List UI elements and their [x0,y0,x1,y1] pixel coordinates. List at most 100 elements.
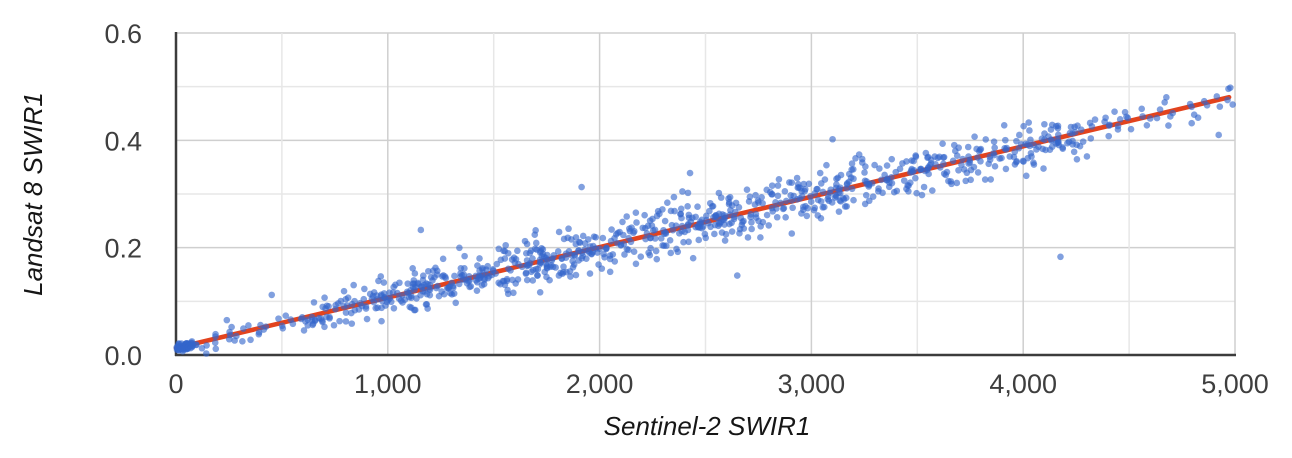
data-point [473,287,481,294]
data-point [848,160,856,167]
data-point [592,233,600,241]
data-point [990,151,998,159]
data-point [1002,136,1009,144]
data-point [558,255,566,262]
data-point [852,155,859,162]
data-point [721,237,729,244]
data-point [1116,116,1124,123]
data-point [456,244,463,252]
data-point [966,159,974,166]
data-point [913,189,920,197]
data-point [342,318,350,325]
data-point [789,204,796,212]
data-point [745,198,753,205]
data-point [769,208,777,215]
data-point [774,192,782,200]
data-point [278,322,286,330]
data-point [619,218,626,226]
data-point [763,211,771,219]
data-point [393,289,401,297]
data-point [555,228,563,236]
data-point [1024,141,1031,148]
data-point [378,304,385,312]
data-point [473,278,481,286]
data-point [669,226,677,234]
data-point [939,140,946,147]
data-point [793,174,801,182]
data-point [684,203,691,210]
data-point [492,270,499,277]
data-point [340,287,348,295]
data-point [977,157,984,165]
data-point [909,168,917,176]
data-point [623,213,630,220]
data-point [836,184,844,191]
data-point [321,294,328,302]
y-tick-label: 0.4 [104,126,142,156]
data-point [223,316,231,324]
data-point [414,280,422,288]
data-point [653,212,661,220]
data-point [452,299,460,307]
data-point [641,211,648,219]
data-point [842,194,850,202]
data-point [900,177,908,184]
data-point [531,231,539,238]
x-tick-label: 3,000 [778,369,846,399]
data-point [1156,106,1164,113]
data-point [777,199,784,207]
data-point [862,163,869,170]
data-point [739,218,746,226]
data-point [396,279,403,287]
data-point [982,136,990,143]
data-point [967,166,975,174]
data-point [1203,102,1211,109]
data-point [759,218,767,226]
data-point [725,195,732,202]
data-point [566,268,574,275]
data-point [1105,122,1113,129]
data-point [716,220,723,228]
data-point [816,169,824,177]
data-point [765,222,773,229]
data-point [438,288,445,295]
x-tick-label: 1,000 [354,369,422,399]
data-point [686,169,694,177]
data-point [725,200,733,208]
data-point [912,153,920,161]
data-point [399,299,406,306]
data-point [719,211,726,218]
data-point [599,234,607,242]
data-point [304,322,312,329]
data-point [779,205,787,213]
data-point [861,200,869,208]
data-point [1035,143,1042,151]
data-point [523,261,531,269]
data-point [583,255,590,262]
data-point [1016,131,1023,139]
data-point [187,344,194,352]
data-point [971,133,978,141]
data-point [677,210,685,218]
data-point [297,315,305,323]
data-point [918,191,926,199]
data-point [369,292,377,300]
data-point [845,170,853,178]
data-point [883,176,891,184]
data-point [529,277,537,284]
data-point [268,291,276,299]
data-point [460,271,468,278]
data-point [848,185,856,193]
data-point [233,332,240,340]
data-point [474,262,481,269]
data-point [811,204,818,212]
data-point [703,216,710,224]
data-point [588,250,595,258]
data-point [814,185,821,193]
data-point [940,170,948,177]
data-point [875,185,882,192]
data-point [657,235,665,242]
data-point [450,290,458,297]
data-point [300,327,308,334]
